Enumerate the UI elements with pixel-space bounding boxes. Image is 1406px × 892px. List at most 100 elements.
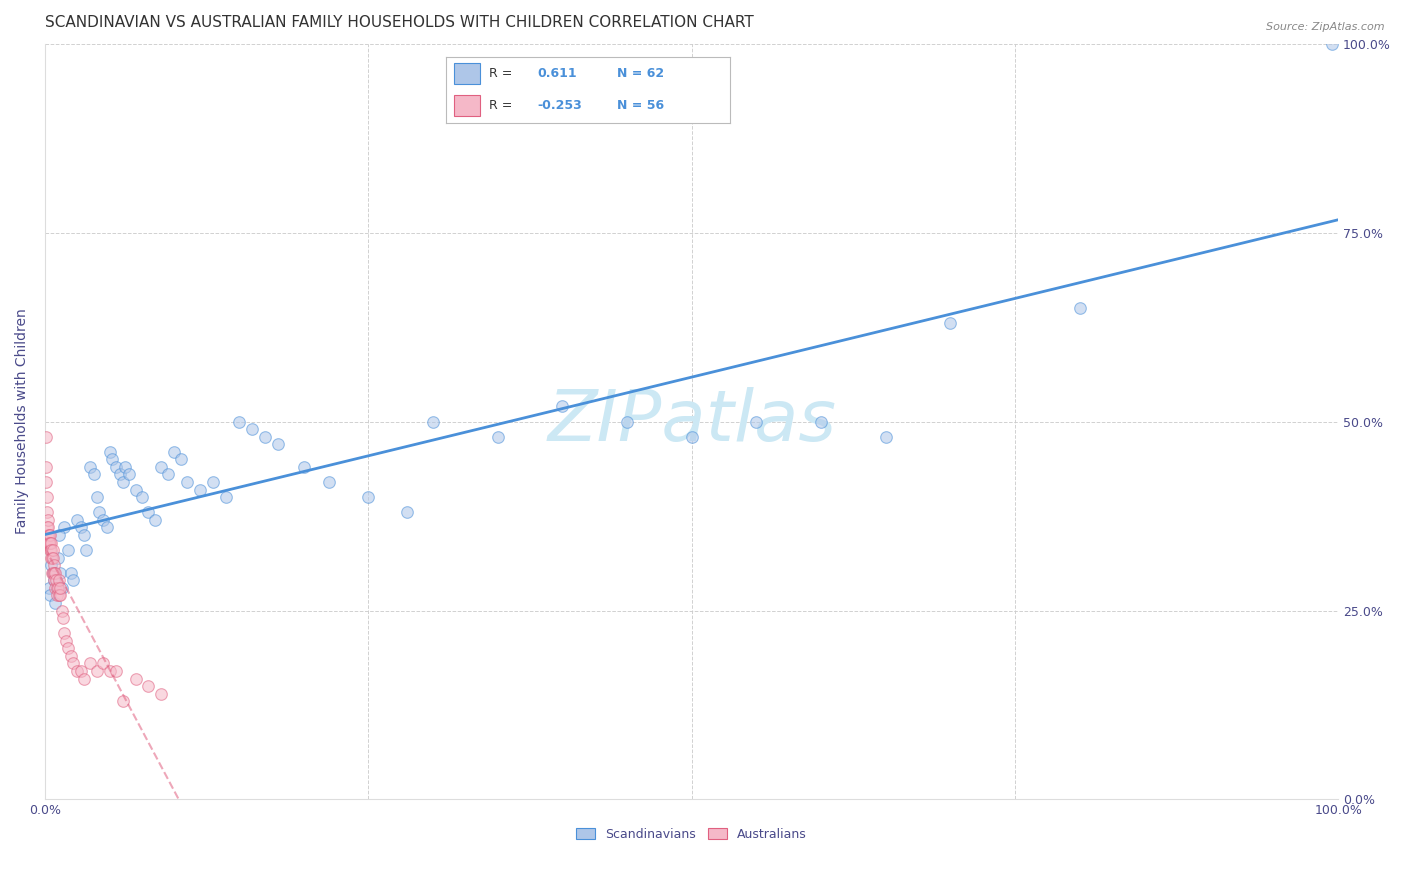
Point (44, 574, 66, 588)
Point (70, 520, 93, 534)
Point (48, 589, 70, 603)
Point (35, 490, 58, 504)
Point (38, 528, 60, 542)
Point (96, 520, 118, 534)
Point (53, 626, 76, 640)
Point (70, 664, 93, 678)
Point (35, 475, 58, 489)
Point (114, 459, 136, 474)
Y-axis label: Family Households with Children: Family Households with Children (15, 309, 30, 534)
Point (52, 611, 75, 625)
Point (59, 566, 82, 580)
Point (98, 664, 121, 678)
Point (253, 430, 276, 444)
Point (101, 452, 124, 467)
Point (83, 467, 105, 482)
Point (37, 528, 59, 542)
Point (39, 528, 62, 542)
Text: ZIPatlas: ZIPatlas (547, 387, 837, 456)
Point (45, 581, 67, 595)
Point (44, 596, 66, 610)
Point (39, 550, 62, 565)
Point (486, 430, 509, 444)
Point (86, 490, 108, 504)
Point (42, 574, 65, 588)
Point (51, 603, 73, 617)
Point (48, 574, 70, 588)
Point (58, 641, 80, 656)
Point (41, 566, 63, 580)
Point (39, 589, 62, 603)
Text: SCANDINAVIAN VS AUSTRALIAN FAMILY HOUSEHOLDS WITH CHILDREN CORRELATION CHART: SCANDINAVIAN VS AUSTRALIAN FAMILY HOUSEH… (45, 15, 754, 30)
Point (318, 475, 340, 489)
Point (111, 475, 134, 489)
Point (38, 581, 60, 595)
Point (42, 566, 65, 580)
Point (124, 672, 146, 686)
Point (202, 475, 225, 489)
Point (37, 513, 59, 527)
Point (131, 490, 153, 504)
Legend: Scandinavians, Australians: Scandinavians, Australians (571, 823, 811, 847)
Point (616, 415, 638, 429)
Point (150, 459, 173, 474)
Point (108, 467, 131, 482)
Point (62, 574, 84, 588)
Point (41, 550, 63, 565)
Point (49, 581, 72, 595)
Point (62, 657, 84, 671)
Point (86, 664, 108, 678)
Point (1069, 301, 1091, 316)
Point (357, 490, 380, 504)
Point (44, 581, 66, 595)
Point (124, 483, 146, 497)
Point (42, 566, 65, 580)
Point (38, 543, 60, 558)
Point (49, 589, 72, 603)
Point (38, 535, 60, 549)
Point (73, 528, 96, 542)
Point (188, 483, 211, 497)
Point (35, 459, 58, 474)
Point (39, 535, 62, 549)
Point (681, 430, 703, 444)
Point (41, 558, 63, 573)
Point (66, 513, 89, 527)
Point (59, 648, 82, 663)
Text: Source: ZipAtlas.com: Source: ZipAtlas.com (1267, 22, 1385, 32)
Point (89, 505, 111, 519)
Point (73, 672, 96, 686)
Point (138, 679, 160, 693)
Point (745, 415, 768, 429)
Point (38, 535, 60, 549)
Point (46, 581, 69, 595)
Point (228, 415, 250, 429)
Point (105, 459, 128, 474)
Point (79, 459, 101, 474)
Point (150, 687, 173, 701)
Point (551, 400, 574, 414)
Point (37, 520, 59, 534)
Point (875, 430, 897, 444)
Point (37, 520, 59, 534)
Point (396, 505, 419, 519)
Point (35, 505, 58, 519)
Point (75, 543, 97, 558)
Point (118, 467, 141, 482)
Point (34, 430, 56, 444)
Point (98, 445, 121, 459)
Point (156, 467, 179, 482)
Point (939, 316, 962, 330)
Point (1320, 37, 1343, 51)
Point (51, 581, 73, 595)
Point (111, 694, 134, 708)
Point (55, 633, 77, 648)
Point (292, 459, 315, 474)
Point (42, 543, 65, 558)
Point (170, 452, 193, 467)
Point (215, 490, 238, 504)
Point (39, 535, 62, 549)
Point (38, 535, 60, 549)
Point (66, 664, 89, 678)
Point (267, 437, 290, 451)
